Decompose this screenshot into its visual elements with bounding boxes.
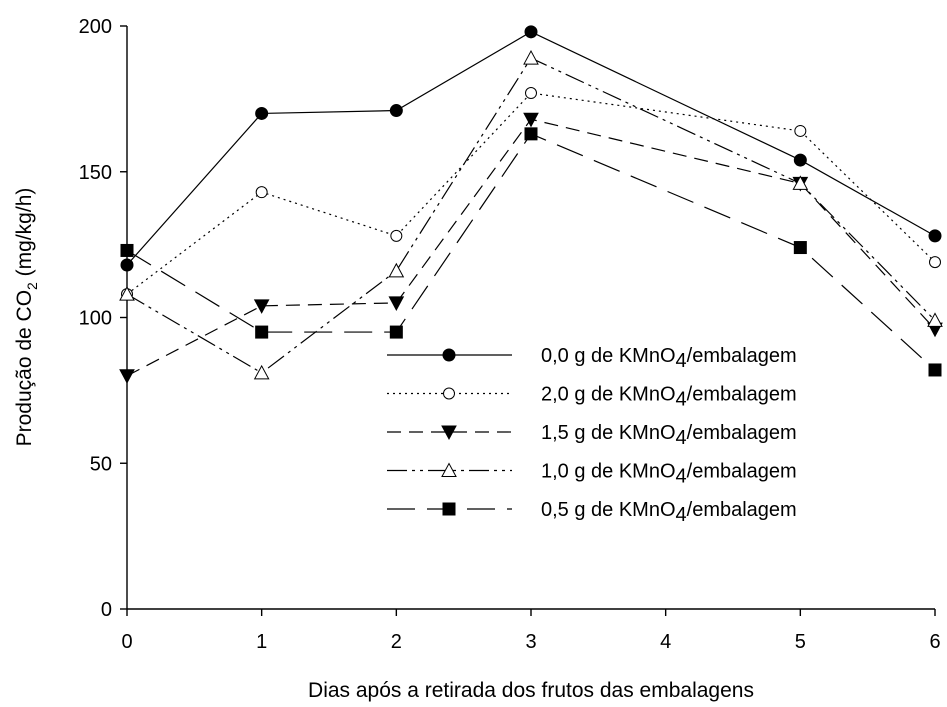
data-point-series-3 bbox=[927, 312, 943, 327]
y-axis-label-main: Produção de CO bbox=[13, 290, 36, 446]
series-line-2 bbox=[126, 118, 936, 377]
y-tick-label: 50 bbox=[90, 453, 112, 475]
data-point-series-3 bbox=[253, 364, 270, 380]
legend-label-main: 0,5 g de KMnO bbox=[541, 499, 676, 521]
legend-label-tail: /embalagem bbox=[687, 384, 797, 406]
data-point-series-2 bbox=[523, 112, 539, 128]
data-point-series-1 bbox=[525, 87, 537, 100]
legend-marker-3 bbox=[441, 462, 457, 477]
y-tick-label: 100 bbox=[79, 308, 112, 330]
ticks: 0 1 2 3 4 5 6 0 50 100 150 200 bbox=[79, 16, 941, 653]
x-tick-label: 6 bbox=[929, 631, 940, 653]
legend-label-sub: 4 bbox=[676, 389, 687, 411]
series-line-4 bbox=[126, 133, 936, 371]
data-point-series-3 bbox=[523, 50, 539, 65]
legend-label-3: 1,0 g de KMnO4/embalagem bbox=[541, 461, 797, 488]
data-point-series-4 bbox=[255, 325, 269, 339]
x-tick-label: 3 bbox=[525, 631, 536, 653]
x-tick-label: 2 bbox=[391, 631, 402, 653]
legend-marker-0 bbox=[442, 348, 456, 362]
data-point-series-3 bbox=[119, 286, 135, 301]
legend-label-sub: 4 bbox=[676, 466, 687, 488]
data-point-series-0 bbox=[928, 229, 942, 243]
legend-label-main: 1,5 g de KMnO bbox=[541, 422, 676, 444]
y-axis-label-sub: 2 bbox=[24, 282, 40, 290]
series-line-1 bbox=[126, 92, 936, 295]
x-tick-label: 5 bbox=[795, 631, 806, 653]
data-point-series-0 bbox=[120, 258, 134, 272]
legend-marker-2 bbox=[441, 425, 457, 441]
legend-label-2: 1,5 g de KMnO4/embalagem bbox=[541, 422, 797, 449]
data-point-series-4 bbox=[793, 241, 807, 255]
data-point-series-2 bbox=[388, 296, 405, 311]
y-tick-label: 200 bbox=[79, 16, 112, 38]
legend-label-main: 1,0 g de KMnO bbox=[541, 461, 676, 483]
legend-label-sub: 4 bbox=[676, 427, 687, 449]
data-point-series-3 bbox=[792, 175, 809, 190]
data-point-series-0 bbox=[524, 25, 538, 39]
data-point-series-1 bbox=[255, 186, 268, 199]
legend-marker-4 bbox=[442, 502, 456, 516]
data-point-series-4 bbox=[389, 325, 403, 339]
data-point-series-4 bbox=[524, 127, 538, 141]
data-point-series-1 bbox=[390, 229, 403, 242]
series-points bbox=[119, 25, 943, 384]
legend-label-tail: /embalagem bbox=[687, 499, 797, 521]
legend-label-4: 0,5 g de KMnO4/embalagem bbox=[541, 499, 797, 526]
data-point-series-4 bbox=[928, 363, 942, 377]
x-axis-label: Dias após a retirada dos frutos das emba… bbox=[308, 679, 754, 702]
legend-label-main: 2,0 g de KMnO bbox=[541, 384, 676, 406]
legend-label-1: 2,0 g de KMnO4/embalagem bbox=[541, 384, 797, 411]
legend-marker-1 bbox=[443, 387, 455, 400]
legend-label-sub: 4 bbox=[676, 504, 687, 526]
series-line-3 bbox=[126, 57, 936, 374]
data-point-series-2 bbox=[119, 369, 135, 384]
data-point-series-4 bbox=[120, 243, 134, 257]
y-axis-label: Produção de CO2 (mg/kg/h) bbox=[13, 188, 40, 447]
data-point-series-0 bbox=[255, 106, 269, 120]
data-point-series-0 bbox=[389, 104, 403, 118]
x-tick-label: 0 bbox=[121, 631, 132, 653]
legend-label-tail: /embalagem bbox=[687, 422, 797, 444]
data-point-series-0 bbox=[793, 153, 807, 167]
series-line-0 bbox=[126, 31, 936, 266]
x-tick-label: 1 bbox=[256, 631, 267, 653]
legend-label-tail: /embalagem bbox=[687, 461, 797, 483]
legend-label-sub: 4 bbox=[676, 350, 687, 372]
legend-label-0: 0,0 g de KMnO4/embalagem bbox=[541, 345, 797, 372]
data-point-series-1 bbox=[929, 256, 941, 269]
series-lines bbox=[126, 31, 936, 377]
data-point-series-2 bbox=[253, 299, 270, 314]
y-axis-label-tail: (mg/kg/h) bbox=[13, 188, 36, 283]
y-tick-label: 150 bbox=[79, 162, 112, 184]
y-tick-label: 0 bbox=[101, 599, 112, 621]
data-point-series-1 bbox=[794, 124, 807, 137]
legend-label-main: 0,0 g de KMnO bbox=[541, 345, 676, 367]
legend-label-tail: /embalagem bbox=[687, 345, 797, 367]
x-tick-label: 4 bbox=[660, 631, 671, 653]
data-point-series-3 bbox=[388, 262, 405, 278]
